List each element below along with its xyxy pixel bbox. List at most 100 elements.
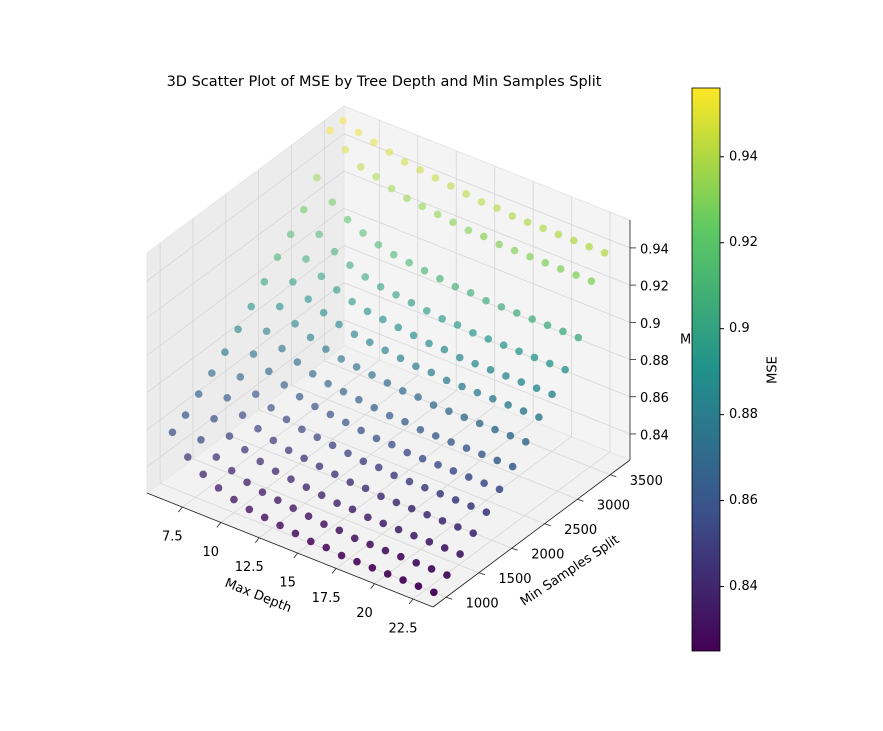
data-point [425,339,433,348]
data-point [443,571,451,579]
data-point [523,218,532,226]
data-point [429,401,438,409]
data-point [405,258,413,267]
grid-line [258,409,545,525]
data-point [278,344,286,353]
data-point [398,387,407,395]
grid-line [220,375,419,523]
data-point [423,510,431,519]
data-point [330,247,339,256]
data-point [236,373,245,381]
data-point [328,198,337,207]
data-point [302,255,310,263]
data-point [241,445,249,454]
x-tick [216,522,222,528]
data-point [304,295,313,303]
data-point [416,166,424,174]
data-point [464,473,473,481]
data-point [343,215,352,224]
x-tick [178,506,183,513]
z-tick-label: 0.92 [640,280,669,295]
data-point [326,126,334,135]
data-point [477,198,486,206]
data-point [427,565,436,573]
data-point [361,273,370,281]
data-point [427,368,436,377]
grid-line [297,405,495,554]
data-point [462,444,471,452]
data-point [337,551,346,560]
data-point [230,495,238,504]
data-point [508,212,517,220]
data-point [332,286,341,294]
z-tick-label: 0.94 [640,242,669,257]
data-point [420,266,429,275]
grid-line [225,433,512,549]
y-tick [478,572,486,576]
data-point [238,411,247,419]
colorbar [691,87,721,652]
data-point [359,229,367,237]
data-point [390,471,398,480]
data-point [548,390,556,399]
x-tick-label: 7.5 [162,530,183,545]
data-point [328,441,337,450]
y-axis-line [432,459,631,608]
data-point [430,588,438,597]
grid-line [146,282,345,431]
data-point [454,523,462,531]
data-point [392,290,400,299]
grid-line [146,208,345,356]
data-point [530,353,539,362]
data-point [348,297,356,306]
data-point [407,298,416,307]
data-point [359,457,368,466]
x-tick [254,537,260,543]
data-point [600,249,609,257]
data-point [453,321,462,329]
data-point [322,543,330,552]
data-point [400,158,409,166]
data-point [587,277,596,286]
data-point [355,395,363,404]
data-point [425,538,434,546]
colorbar-tick-label: 0.84 [729,579,758,594]
data-point [388,440,396,449]
x-tick-label: 15 [279,576,296,591]
z-tick-label: 0.84 [640,428,669,443]
data-point [341,145,350,154]
x-tick [331,568,337,574]
data-point [466,288,475,297]
z-tick-label: 0.9 [640,317,661,332]
data-point [295,392,304,401]
data-point [495,240,503,249]
data-point [289,278,297,286]
colorbar-tick-label: 0.88 [729,407,758,422]
data-point [502,372,510,380]
data-point [403,448,412,457]
data-point [504,401,512,409]
data-point [438,314,446,323]
data-point [326,410,335,419]
data-point [436,274,444,283]
data-point [389,250,398,259]
data-point [370,403,379,412]
data-point [315,462,324,471]
data-point [510,246,519,255]
data-point [447,438,455,446]
data-point [392,498,401,507]
data-point [313,433,322,442]
data-point [254,424,262,433]
data-point [234,325,242,334]
data-point [363,307,372,316]
data-point [405,477,414,486]
data-point [412,362,420,371]
y-tick [511,547,518,551]
data-point [422,306,431,315]
data-point [249,350,258,358]
data-point [308,370,317,378]
data-point [258,488,267,497]
x-tick [293,552,299,559]
data-point [346,261,354,270]
data-point [574,333,583,342]
